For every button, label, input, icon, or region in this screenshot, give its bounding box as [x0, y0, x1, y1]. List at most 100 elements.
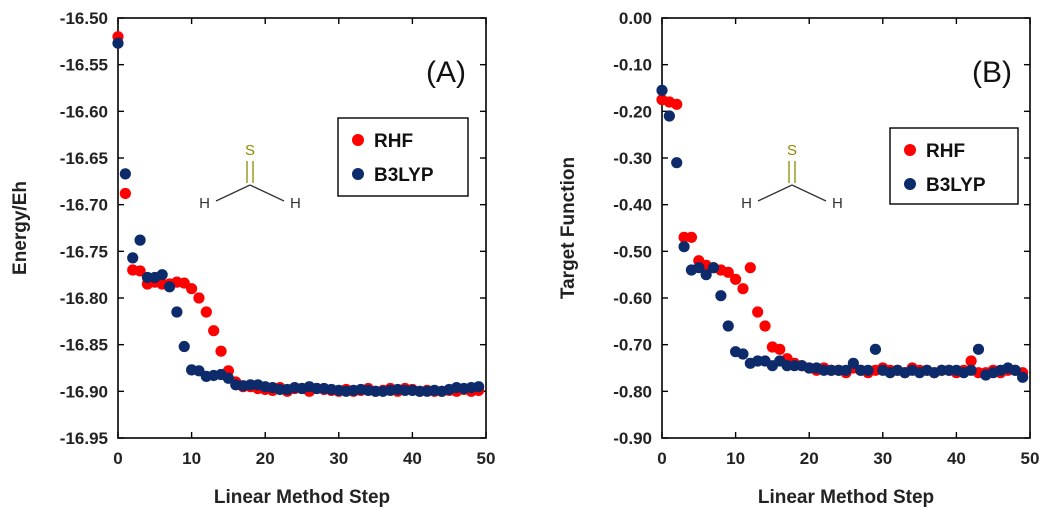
y-tick-label: -0.80: [613, 382, 652, 401]
chart-panel-a: -16.50 -16.55 -16.60 -16.65 -16.70 -16.75 -16.…: [10, 9, 495, 508]
data-point-b3lyp: [671, 157, 683, 169]
y-tick-label: -0.10: [613, 56, 652, 75]
x-tick-label: 50: [477, 449, 496, 468]
y-tick-label: -16.60: [60, 102, 108, 121]
single-bond-line: [757, 184, 793, 202]
data-point-rhf: [134, 265, 146, 277]
legend-label-rhf: RHF: [374, 131, 413, 152]
y-tick-label: -0.70: [613, 336, 652, 355]
legend-marker-rhf: [352, 134, 364, 146]
data-point-b3lyp: [178, 340, 190, 353]
legend-marker-rhf: [904, 144, 916, 156]
y-tick-label: -16.80: [60, 289, 108, 308]
x-tick-label: 10: [726, 449, 745, 468]
single-bond-line: [791, 184, 827, 202]
x-tick-label: 20: [800, 449, 819, 468]
data-point-b3lyp: [171, 306, 183, 318]
data-point-rhf: [759, 320, 771, 332]
data-point-b3lyp: [965, 364, 977, 376]
y-tick-label: -0.30: [613, 149, 652, 168]
data-point-rhf: [215, 345, 227, 357]
data-point-b3lyp: [473, 381, 485, 393]
x-tick-label: 20: [256, 449, 275, 468]
data-point-rhf: [193, 292, 205, 304]
data-point-b3lyp: [737, 348, 749, 360]
legend-box: [889, 127, 1019, 205]
x-tick-label: 30: [873, 449, 892, 468]
data-point-rhf: [186, 283, 198, 295]
data-point-b3lyp: [972, 343, 985, 355]
data-point-b3lyp: [1017, 371, 1029, 383]
series-b3lyp: [656, 84, 1029, 383]
data-point-rhf: [671, 98, 683, 110]
x-tick-label: 40: [947, 449, 966, 468]
plot-frame: [661, 17, 1031, 439]
legend-marker-b3lyp: [904, 178, 916, 190]
data-point-rhf: [965, 355, 977, 367]
data-point-b3lyp: [156, 269, 168, 281]
y-tick-label: -16.70: [60, 196, 108, 215]
y-tick-label: -16.95: [60, 429, 108, 448]
data-point-b3lyp: [678, 241, 690, 253]
y-tick-label: -0.40: [613, 196, 652, 215]
x-tick-label: 50: [1021, 449, 1040, 468]
data-point-rhf: [722, 266, 734, 278]
molecule-diagram: S H H: [199, 142, 301, 212]
legend-box: [337, 117, 469, 197]
legend-label-b3lyp: B3LYP: [926, 175, 986, 196]
data-point-rhf: [774, 343, 786, 355]
single-bond-line: [215, 184, 251, 202]
data-point-rhf: [685, 231, 698, 243]
atom-label-s: S: [245, 142, 255, 159]
y-tick-label: -0.90: [613, 429, 652, 448]
x-axis-title: Linear Method Step: [758, 487, 934, 508]
data-point-b3lyp: [847, 357, 859, 369]
data-point-b3lyp: [663, 110, 675, 122]
data-point-b3lyp: [869, 343, 882, 355]
data-point-b3lyp: [1009, 364, 1021, 376]
legend: RHF B3LYP: [337, 117, 469, 197]
single-bond-line: [249, 184, 285, 202]
y-tick-label: -16.50: [60, 9, 108, 28]
data-point-b3lyp: [163, 281, 176, 293]
data-point-b3lyp: [715, 290, 727, 302]
y-axis-title: Target Function: [558, 157, 579, 299]
y-tick-label: -16.65: [60, 149, 108, 168]
data-point-b3lyp: [707, 262, 720, 274]
y-tick-label: -16.90: [60, 382, 108, 401]
data-point-rhf: [119, 187, 131, 200]
y-tick-label: 0.00: [619, 9, 652, 28]
data-point-b3lyp: [119, 168, 131, 180]
legend-label-rhf: RHF: [926, 141, 965, 162]
data-point-b3lyp: [700, 269, 712, 281]
series-b3lyp: [112, 37, 485, 397]
x-tick-label: 30: [329, 449, 348, 468]
data-point-b3lyp: [840, 364, 852, 376]
data-point-b3lyp: [127, 252, 139, 264]
data-point-b3lyp: [693, 262, 705, 274]
data-point-b3lyp: [862, 364, 874, 376]
legend-label-b3lyp: B3LYP: [374, 165, 434, 186]
x-tick-label: 0: [113, 449, 122, 468]
panel-label: (A): [426, 56, 466, 89]
atom-label-h: H: [290, 195, 301, 212]
data-point-b3lyp: [112, 37, 124, 49]
y-tick-label: -0.20: [613, 102, 652, 121]
legend-marker-b3lyp: [352, 168, 364, 180]
atom-label-h: H: [199, 195, 210, 212]
plot-frame: [117, 17, 487, 439]
y-tick-label: -0.50: [613, 242, 652, 261]
data-point-b3lyp: [722, 320, 734, 332]
atom-label-h: H: [832, 195, 843, 212]
chart-panel-b: 0.00 -0.10 -0.20 -0.30 -0.40 -0.50 -0.60 -0.70 -…: [558, 9, 1039, 508]
y-axis-title: Energy/Eh: [10, 181, 31, 275]
y-tick-label: -16.75: [60, 242, 108, 261]
atom-label-h: H: [741, 195, 752, 212]
x-tick-label: 10: [182, 449, 201, 468]
x-axis-title: Linear Method Step: [214, 487, 390, 508]
data-point-rhf: [208, 325, 220, 337]
atom-label-s: S: [787, 142, 797, 159]
x-tick-label: 0: [657, 449, 666, 468]
data-point-rhf: [730, 273, 742, 285]
